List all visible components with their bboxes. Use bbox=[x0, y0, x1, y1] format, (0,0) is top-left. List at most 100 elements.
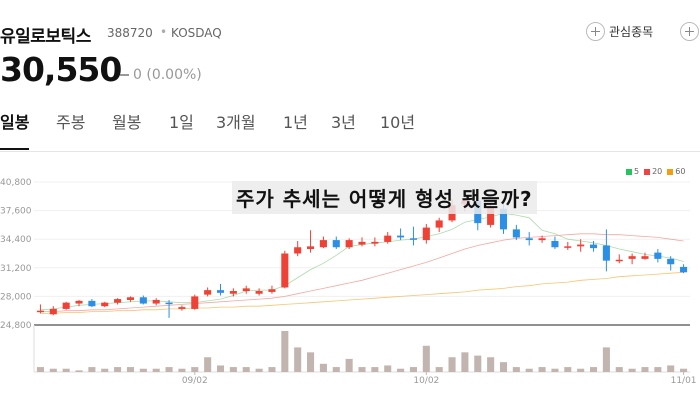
tab-10years[interactable]: 10년 bbox=[380, 113, 416, 132]
y-tick-label: 28,000 bbox=[0, 292, 32, 302]
volume-bar bbox=[448, 357, 456, 372]
current-price: 30,550 bbox=[0, 50, 122, 89]
volume-bar bbox=[36, 367, 44, 372]
candle-body bbox=[62, 302, 70, 309]
candle-body bbox=[538, 238, 546, 241]
candle-body bbox=[242, 288, 250, 292]
volume-bar bbox=[680, 368, 688, 372]
volume-bar bbox=[204, 357, 212, 372]
volume-bar bbox=[229, 367, 237, 372]
volume-bar bbox=[512, 367, 520, 372]
candle-body bbox=[654, 252, 662, 259]
add-favorite-button[interactable]: 관심종목 bbox=[586, 22, 653, 41]
tab-3years[interactable]: 3년 bbox=[331, 113, 356, 132]
candle-body bbox=[589, 244, 598, 249]
candle-body bbox=[641, 256, 649, 259]
volume-bar bbox=[178, 368, 186, 372]
volume-bar bbox=[307, 352, 315, 372]
candle-body bbox=[397, 235, 405, 238]
price-chart[interactable]: 40,800 37,600 34,400 31,200 28,000 24,800 09/0… bbox=[0, 160, 700, 400]
volume-bar bbox=[152, 368, 160, 372]
candle-body bbox=[499, 208, 508, 230]
volume-bar bbox=[641, 367, 649, 372]
volume-bar bbox=[242, 367, 250, 372]
legend-ma5: 5 bbox=[626, 167, 639, 176]
y-tick-label: 37,600 bbox=[0, 207, 32, 217]
candle-body bbox=[319, 240, 327, 248]
legend-ma20: 20 bbox=[644, 167, 662, 176]
candle-body bbox=[667, 258, 675, 265]
candle-body bbox=[564, 246, 572, 248]
volume-bar bbox=[589, 367, 598, 372]
volume-bar bbox=[654, 367, 662, 372]
candle-body bbox=[577, 244, 585, 247]
volume-bar bbox=[345, 358, 353, 372]
volume-bar bbox=[216, 365, 225, 372]
ma-legend: 5 20 60 bbox=[626, 167, 685, 176]
tab-daily[interactable]: 일봉 bbox=[0, 112, 30, 150]
candle-body bbox=[139, 297, 147, 304]
candle-body bbox=[126, 297, 135, 300]
candle-body bbox=[371, 241, 379, 244]
volume-bar bbox=[75, 370, 83, 372]
volume-bar bbox=[499, 362, 508, 372]
plus-icon-button[interactable] bbox=[680, 22, 699, 41]
tab-3months[interactable]: 3개월 bbox=[216, 113, 256, 132]
candle-body bbox=[422, 227, 430, 241]
plus-icon bbox=[586, 22, 605, 41]
stock-header: 유일로보틱스 388720 • KOSDAQ 관심종목 bbox=[0, 0, 700, 50]
candle-body bbox=[165, 302, 173, 305]
volume-bar bbox=[397, 368, 405, 372]
ma60-line bbox=[40, 271, 684, 314]
volume-bar bbox=[319, 363, 327, 372]
flat-change-icon bbox=[120, 74, 129, 76]
y-tick-label: 34,400 bbox=[0, 235, 32, 245]
candle-body bbox=[602, 245, 610, 261]
candle-body bbox=[49, 308, 57, 315]
candle-body bbox=[229, 291, 237, 294]
volume-bar bbox=[114, 367, 122, 372]
candle-body bbox=[435, 220, 443, 228]
period-tabs: 일봉 주봉 월봉 1일 3개월 1년 3년 10년 bbox=[0, 112, 700, 152]
candlestick-chart-svg[interactable]: 40,800 37,600 34,400 31,200 28,000 24,800 09/0… bbox=[0, 160, 700, 400]
x-tick-label: 10/02 bbox=[413, 376, 439, 386]
ma20-line bbox=[40, 233, 684, 312]
volume-bar bbox=[628, 368, 636, 372]
tab-monthly[interactable]: 월봉 bbox=[112, 113, 142, 132]
tab-weekly[interactable]: 주봉 bbox=[56, 113, 86, 132]
tab-1day[interactable]: 1일 bbox=[169, 113, 194, 132]
candle-body bbox=[615, 259, 623, 262]
volume-bar bbox=[101, 368, 109, 372]
candle-body bbox=[101, 302, 109, 307]
volume-bar bbox=[281, 331, 289, 372]
y-tick-label: 24,800 bbox=[0, 321, 32, 331]
stock-code: 388720 bbox=[107, 26, 153, 40]
tabs-divider bbox=[0, 151, 700, 152]
volume-bar bbox=[191, 367, 199, 372]
favorite-label: 관심종목 bbox=[609, 25, 654, 39]
volume-bar bbox=[422, 345, 430, 372]
volume-bar bbox=[358, 367, 366, 372]
volume-bar bbox=[126, 367, 135, 372]
stock-name: 유일로보틱스 bbox=[0, 27, 91, 47]
y-tick-label: 31,200 bbox=[0, 264, 32, 274]
volume-bar bbox=[139, 368, 147, 372]
volume-bar bbox=[487, 357, 495, 372]
volume-bar bbox=[268, 367, 276, 372]
volume-bar bbox=[88, 367, 96, 372]
candle-body bbox=[255, 291, 263, 294]
volume-bar bbox=[384, 365, 392, 372]
candle-body bbox=[281, 253, 289, 288]
tab-1year[interactable]: 1년 bbox=[283, 113, 308, 132]
candle-body bbox=[36, 310, 44, 313]
volume-bar bbox=[602, 347, 610, 372]
candle-body bbox=[409, 238, 417, 240]
separator-dot: • bbox=[160, 25, 168, 39]
overlay-title: 주가 추세는 어떻게 형성 됐을까? bbox=[232, 181, 537, 214]
volume-bar bbox=[577, 368, 585, 372]
x-tick-label: 09/02 bbox=[182, 376, 208, 386]
market-label: KOSDAQ bbox=[171, 26, 222, 40]
candle-body bbox=[216, 290, 225, 293]
candle-body bbox=[345, 240, 353, 248]
y-tick-label: 40,800 bbox=[0, 178, 32, 188]
